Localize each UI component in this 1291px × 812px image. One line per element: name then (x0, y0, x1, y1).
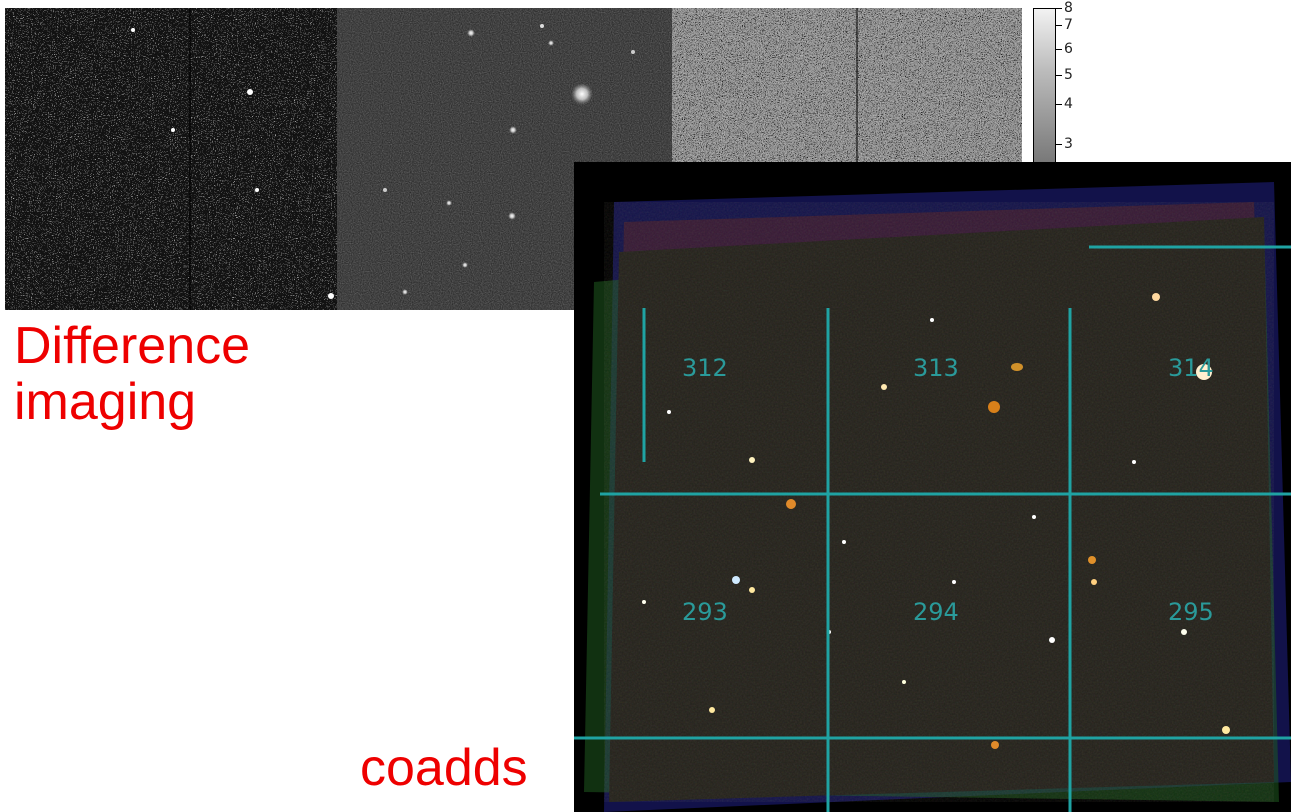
star (402, 289, 408, 295)
colorbar-tick (1056, 104, 1062, 105)
star (642, 600, 646, 604)
patch-label-293: 293 (682, 598, 728, 626)
star (467, 29, 475, 37)
star (446, 200, 452, 206)
difference-panel-left (5, 8, 337, 310)
star (667, 410, 671, 414)
star (509, 126, 517, 134)
colorbar-label: 4 (1064, 96, 1073, 112)
colorbar-tick (1056, 75, 1062, 76)
patch-label-314: 314 (1168, 354, 1214, 382)
colorbar-label: 5 (1064, 67, 1073, 83)
star (1181, 629, 1187, 635)
star (508, 212, 516, 220)
difference-imaging-caption: Difference imaging (14, 318, 250, 430)
star (881, 384, 887, 390)
star (930, 318, 934, 322)
star (902, 680, 906, 684)
colorbar-tick (1056, 8, 1062, 9)
star (842, 540, 846, 544)
star (171, 128, 175, 132)
colorbar-tick (1056, 144, 1062, 145)
colorbar-label: 3 (1064, 136, 1073, 152)
mosaic-image: 312 313 314 293 294 295 (574, 162, 1291, 812)
colorbar-tick (1056, 49, 1062, 50)
star (749, 587, 755, 593)
caption-line: imaging (14, 373, 197, 431)
colorbar-label: 8 (1064, 0, 1073, 16)
star (1091, 579, 1097, 585)
star (991, 741, 999, 749)
star (709, 707, 715, 713)
star (749, 457, 755, 463)
star (988, 401, 1000, 413)
star (462, 262, 468, 268)
star (952, 580, 956, 584)
patch-label-294: 294 (913, 598, 959, 626)
star (383, 188, 387, 192)
star (548, 40, 554, 46)
colorbar-label: 6 (1064, 41, 1073, 57)
patch-label-312: 312 (682, 354, 728, 382)
star (1088, 556, 1096, 564)
star (247, 89, 253, 95)
star (540, 24, 544, 28)
star (1222, 726, 1230, 734)
caption-line: Difference (14, 317, 251, 375)
star (732, 576, 740, 584)
star (328, 293, 334, 299)
stars (642, 293, 1230, 749)
star (631, 50, 635, 54)
star (1152, 293, 1160, 301)
star (1132, 460, 1136, 464)
colorbar-label: 7 (1064, 17, 1073, 33)
star (1196, 364, 1212, 380)
coadds-caption: coadds (360, 739, 528, 797)
star (1032, 515, 1036, 519)
bright-star (571, 83, 593, 105)
patch-grid (574, 245, 1291, 812)
coadd-mosaic: 312 313 314 293 294 295 (574, 162, 1291, 812)
star (255, 188, 259, 192)
star (1049, 637, 1055, 643)
patch-label-295: 295 (1168, 598, 1214, 626)
star (131, 28, 135, 32)
colorbar-tick (1056, 25, 1062, 26)
noise-image-left (5, 8, 337, 310)
star (786, 499, 796, 509)
galaxy (1011, 363, 1023, 371)
patch-label-313: 313 (913, 354, 959, 382)
